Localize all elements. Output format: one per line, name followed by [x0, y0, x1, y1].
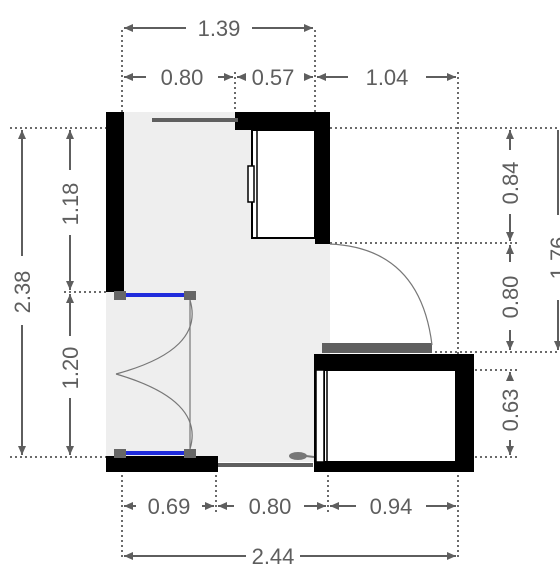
- dimension-lines: [18, 24, 560, 560]
- dim-left-upper: 1.18: [58, 183, 83, 226]
- dim-top-total: 1.39: [198, 16, 241, 41]
- dim-right-total: 1.76: [546, 237, 560, 280]
- dim-left-total: 2.38: [10, 271, 35, 314]
- dim-bottom-mid: 0.80: [249, 494, 292, 519]
- dim-right-upper: 0.84: [498, 162, 523, 205]
- dimension-labels: 1.39 0.80 0.57 1.04 2.38 1.18 1.20 0.84 …: [10, 16, 560, 566]
- dim-bottom-left: 0.69: [148, 494, 191, 519]
- cabinet-upper: [247, 129, 316, 239]
- dim-right-mid: 0.80: [498, 276, 523, 319]
- windows: [114, 291, 196, 458]
- cabinet-lower: [315, 369, 457, 463]
- floor-drain: [289, 452, 315, 460]
- dim-top-right: 1.04: [366, 65, 409, 90]
- dim-top-mid: 0.57: [252, 65, 295, 90]
- dim-right-lower: 0.63: [498, 389, 523, 432]
- dim-left-lower: 1.20: [58, 347, 83, 390]
- dim-bottom-total: 2.44: [252, 544, 295, 566]
- dim-top-left: 0.80: [161, 65, 204, 90]
- sliding-rails: [152, 118, 432, 467]
- door-swings: [115, 243, 433, 450]
- dim-bottom-right: 0.94: [370, 494, 413, 519]
